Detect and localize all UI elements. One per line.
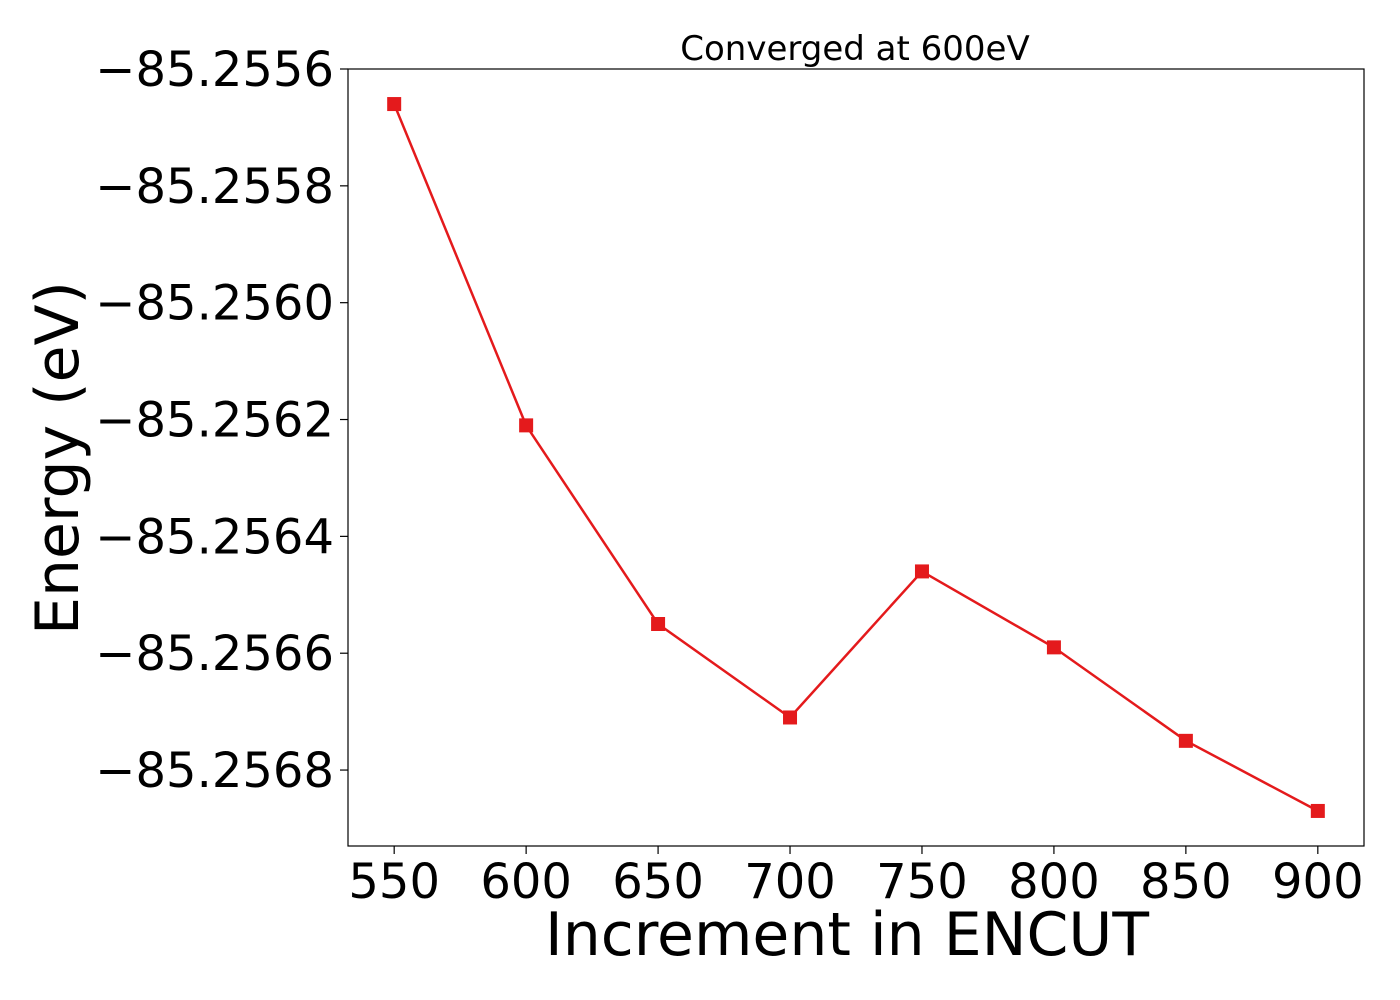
chart-title: Converged at 600eV [680,29,1029,69]
data-point-marker [1178,733,1193,748]
y-tick-label: −85.2560 [95,276,334,332]
y-tick-label: −85.2568 [95,743,334,799]
data-point-marker [519,418,534,433]
y-tick-label: −85.2566 [95,626,334,682]
x-tick-label: 900 [1272,854,1364,910]
y-tick-label: −85.2562 [95,393,334,449]
y-tick-label: −85.2556 [95,42,334,98]
data-point-marker [1046,640,1061,655]
y-tick-label: −85.2558 [95,159,334,215]
x-tick-label: 600 [480,854,572,910]
y-axis-ticks: −85.2556 −85.2558 −85.2560 −85.2562 −85.2564… [95,42,348,799]
data-point-marker [1310,803,1325,818]
y-tick-label: −85.2564 [95,509,334,565]
series-line [393,103,1319,813]
x-axis-label: Increment in ENCUT [545,900,1149,970]
x-tick-label: 750 [876,854,968,910]
data-point-marker [651,617,666,631]
x-tick-label: 800 [1008,854,1100,910]
x-tick-label: 650 [612,854,704,910]
x-tick-label: 850 [1140,854,1232,910]
data-point-marker [914,564,929,579]
y-axis-label: Energy (eV) [23,281,93,635]
data-point-marker [387,97,402,112]
series-group [387,97,1325,818]
x-tick-label: 550 [348,854,440,910]
x-tick-label: 700 [744,854,836,910]
data-point-marker [783,710,798,725]
x-axis-ticks: 550 600 650 700 750 800 850 900 [348,846,1364,910]
plot-frame [347,68,1365,847]
